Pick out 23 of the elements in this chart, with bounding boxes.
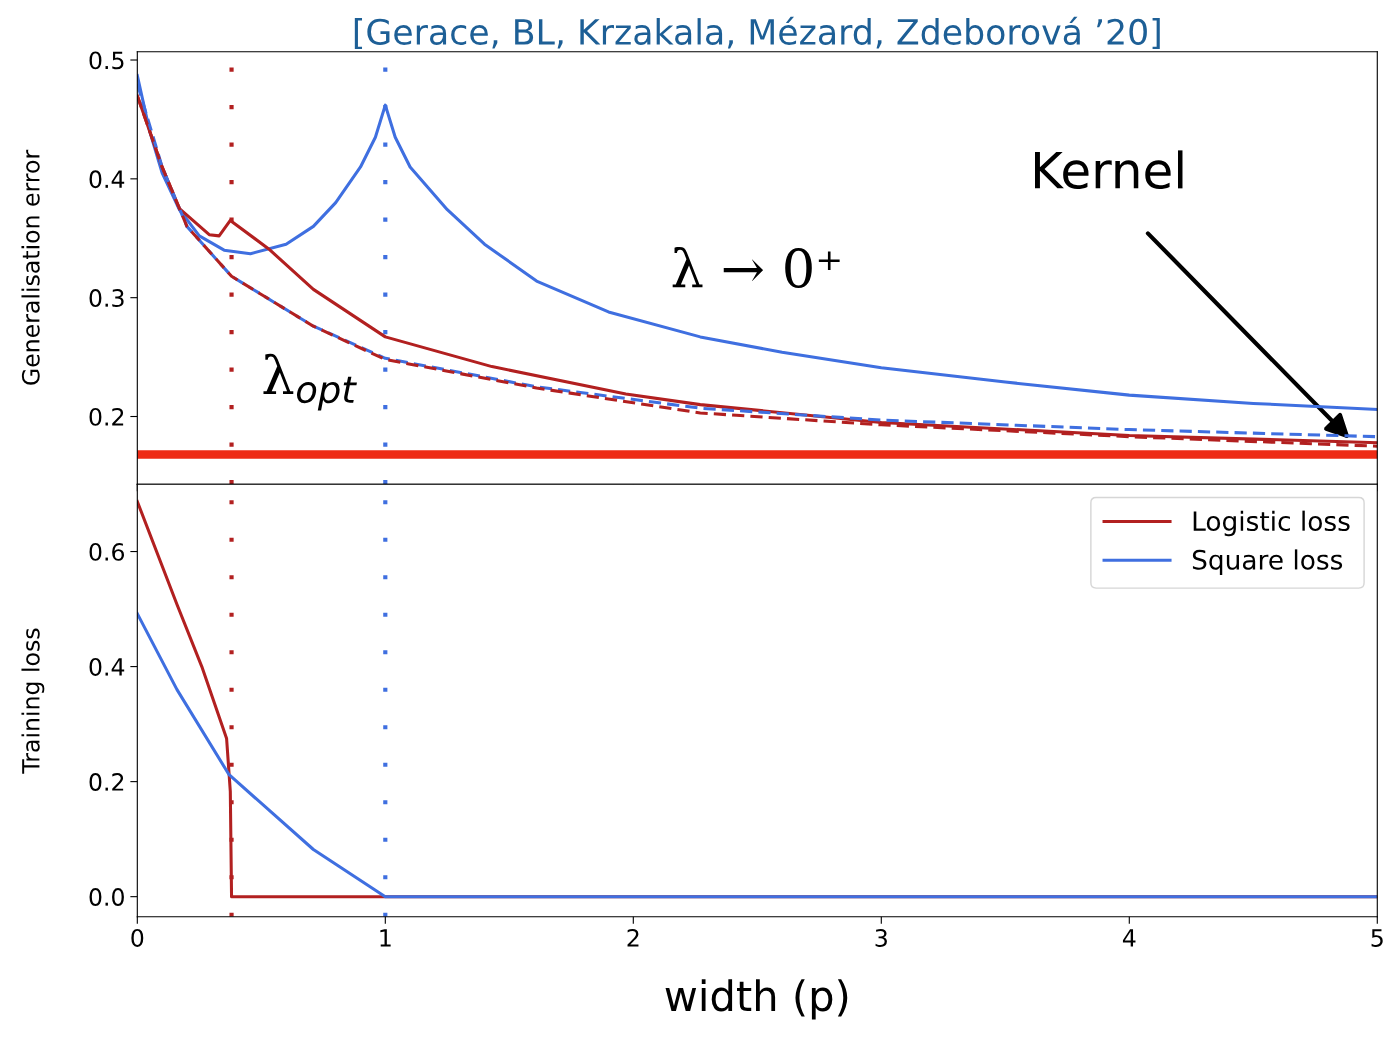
legend-label: Logistic loss xyxy=(1193,510,1350,537)
x-tick-label: 3 xyxy=(875,929,887,947)
x-tick-label: 0 xyxy=(131,929,144,947)
y-tick-label: 0.5 xyxy=(89,51,124,70)
annotation: λ → 0⁺ xyxy=(672,246,840,289)
y-tick-label: 0.4 xyxy=(89,658,125,676)
x-tick-label: 4 xyxy=(1122,929,1136,947)
x-axis-title: width (p) xyxy=(665,979,848,1020)
y-tick-label: 0.0 xyxy=(89,888,124,906)
y-axis-title: Generalisation error xyxy=(21,149,40,385)
y-tick-label: 0.4 xyxy=(89,170,125,189)
legend-label: Square loss xyxy=(1192,549,1343,575)
x-tick-label: 1 xyxy=(380,929,391,947)
y-tick-label: 0.6 xyxy=(89,542,125,561)
x-tick-label: 2 xyxy=(627,929,639,947)
annotation: Kernel xyxy=(1035,150,1183,190)
y-tick-label: 0.2 xyxy=(89,407,124,426)
annotation: λ$_{opt}$ xyxy=(263,353,357,411)
y-tick-label: 0.3 xyxy=(89,289,124,307)
y-axis-title: Training loss xyxy=(21,628,45,774)
chart-title: [Gerace, BL, Krzakala, Mézard, Zdeborová ’20] xyxy=(354,16,1160,50)
x-tick-label: 5 xyxy=(1371,929,1383,947)
y-tick-label: 0.2 xyxy=(89,773,124,791)
